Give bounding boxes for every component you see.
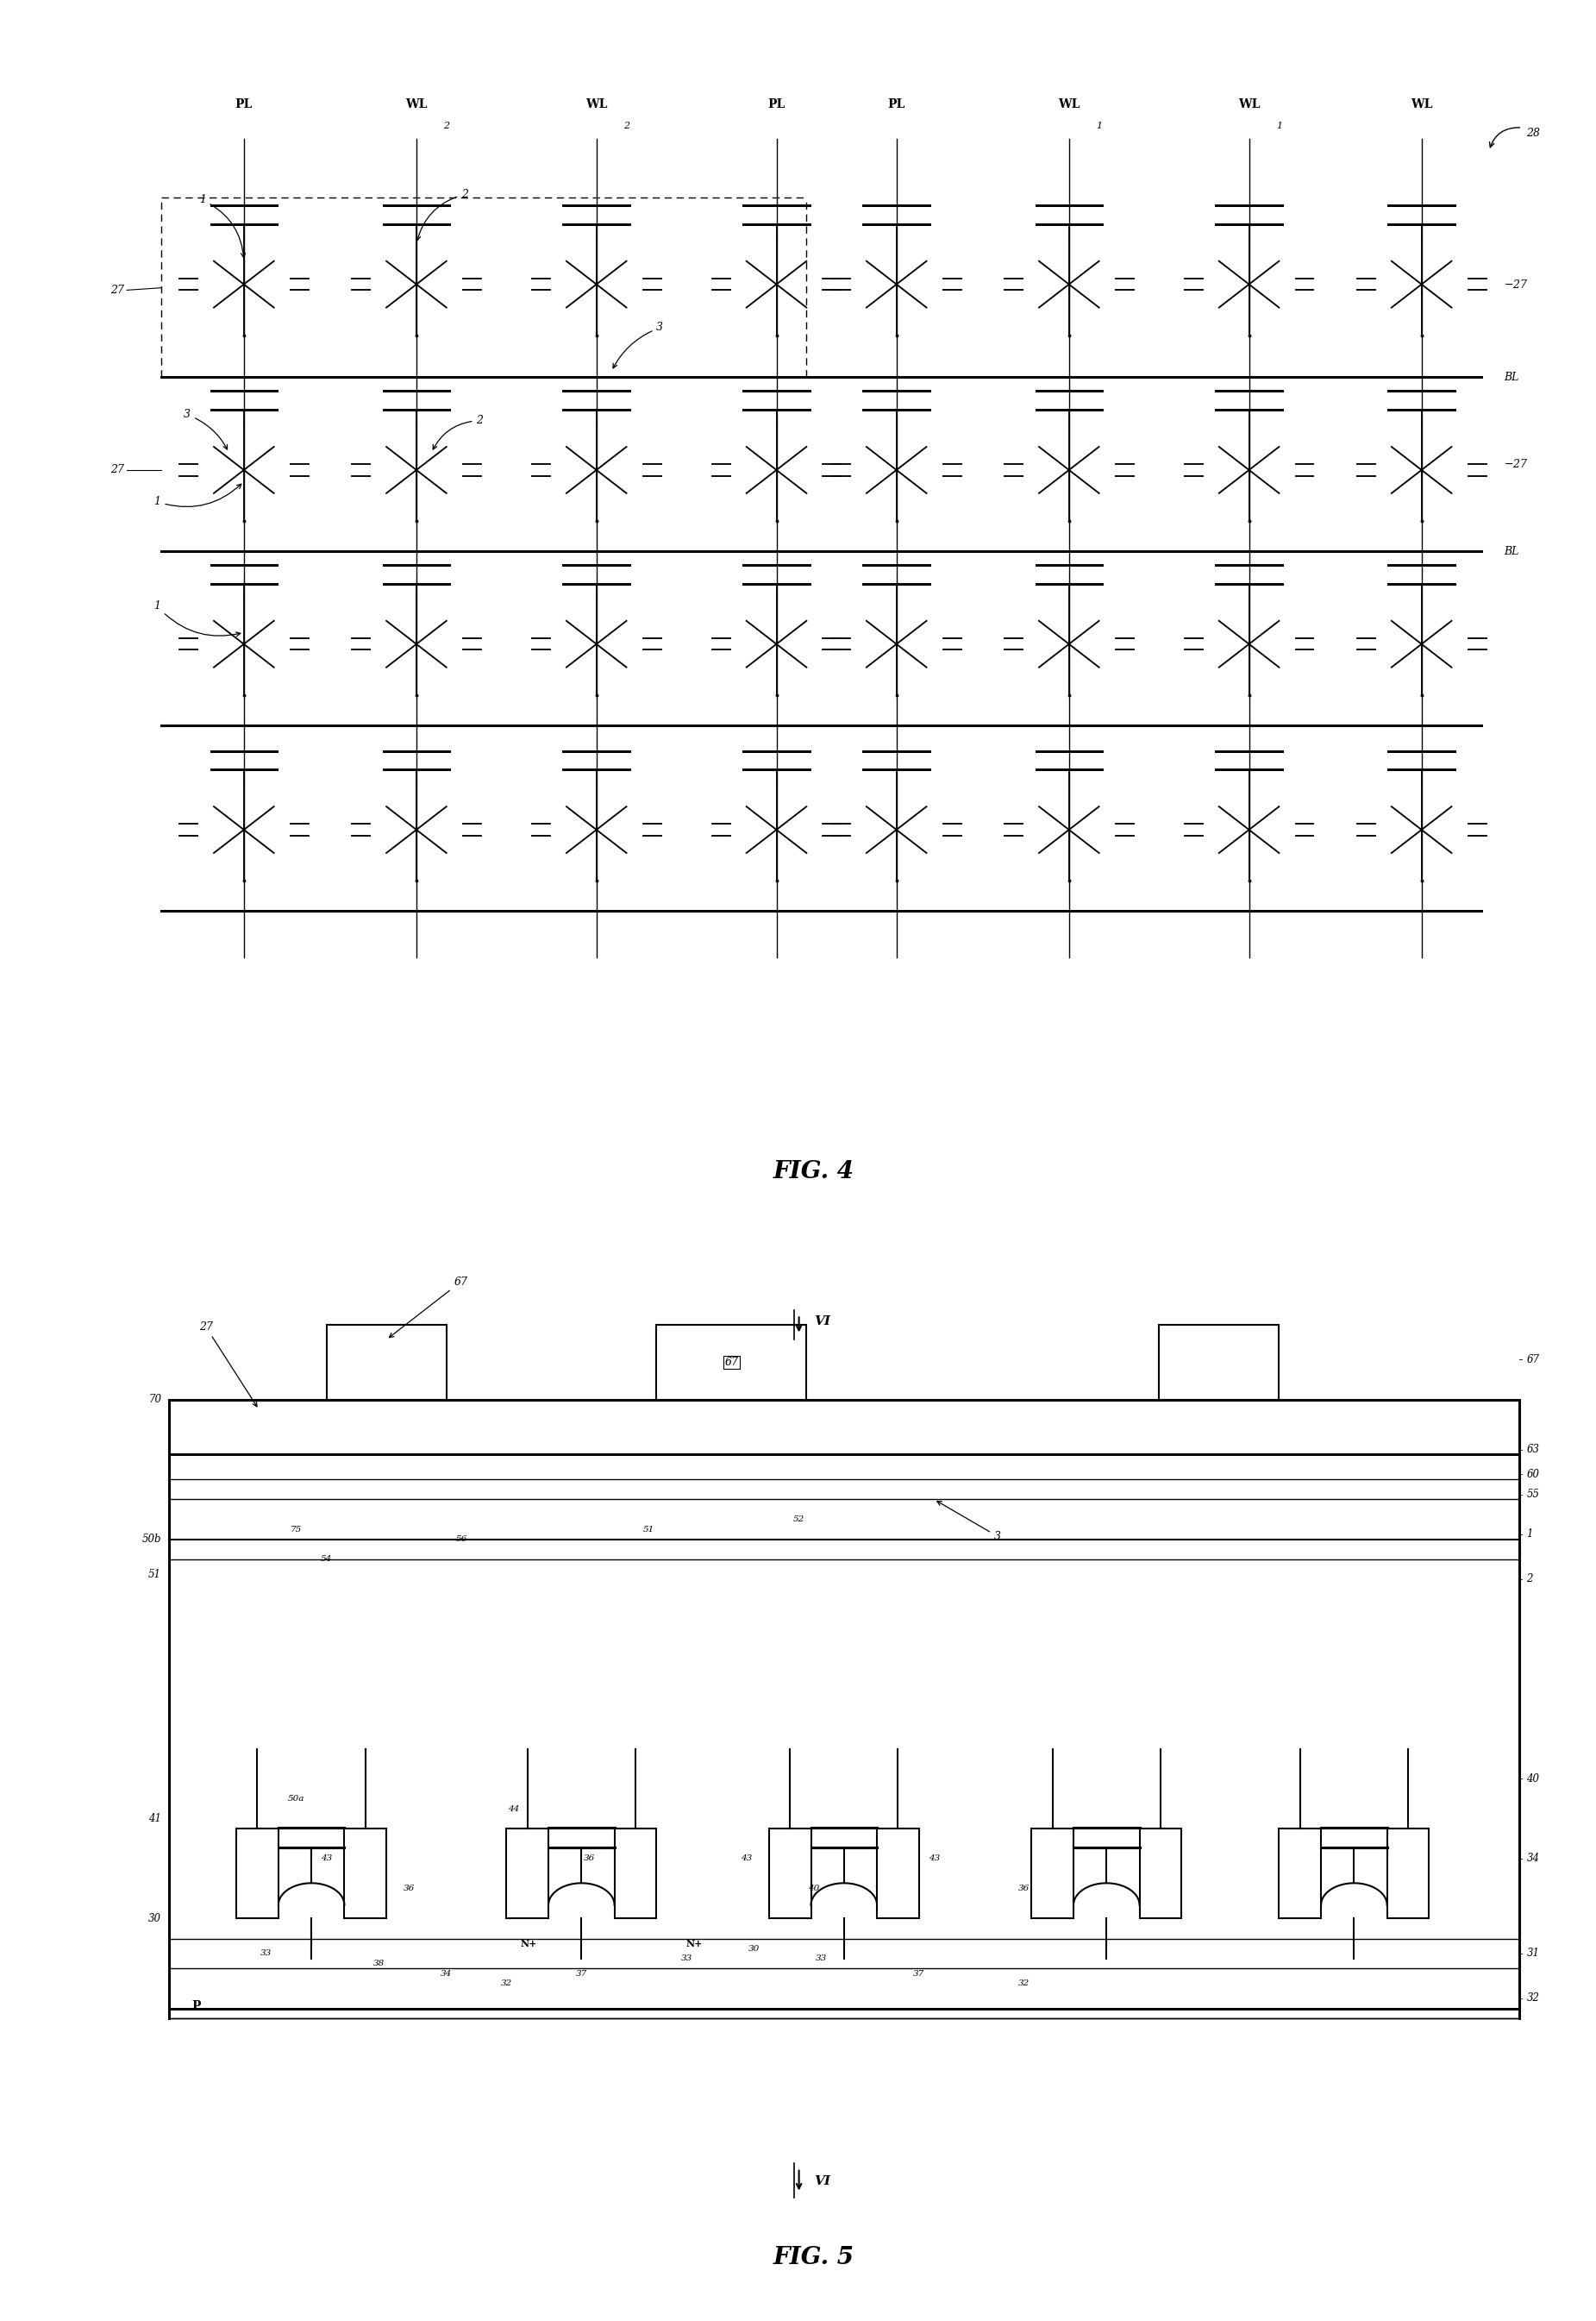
- Text: 2: 2: [444, 121, 450, 130]
- Text: 1: 1: [153, 601, 241, 636]
- Text: 3: 3: [937, 1502, 1001, 1541]
- Text: WL: WL: [1058, 97, 1080, 111]
- Text: 37: 37: [576, 1971, 587, 1977]
- Bar: [656, 1325, 806, 1400]
- Text: 60: 60: [1526, 1469, 1540, 1481]
- Text: 70: 70: [148, 1395, 161, 1404]
- Text: P: P: [192, 2001, 201, 2012]
- Text: 67: 67: [389, 1277, 468, 1337]
- Text: 27: 27: [110, 464, 124, 476]
- Text: 63: 63: [1526, 1444, 1540, 1455]
- Text: 1: 1: [1096, 121, 1103, 130]
- Text: 33: 33: [681, 1954, 693, 1961]
- Bar: [1387, 1829, 1428, 1919]
- Text: 2: 2: [433, 415, 484, 450]
- Text: 2: 2: [417, 188, 468, 239]
- Text: 36: 36: [1018, 1885, 1029, 1892]
- Bar: [1031, 1829, 1074, 1919]
- Text: 55: 55: [1526, 1488, 1540, 1499]
- Text: 2: 2: [1526, 1574, 1534, 1585]
- Text: WL: WL: [1411, 97, 1433, 111]
- Bar: [326, 1325, 447, 1400]
- Text: FIG. 4: FIG. 4: [774, 1160, 854, 1184]
- Text: BL: BL: [1503, 371, 1519, 383]
- Text: 30: 30: [749, 1945, 760, 1952]
- Text: 31: 31: [1526, 1947, 1540, 1959]
- Text: PL: PL: [887, 97, 905, 111]
- Text: 43: 43: [741, 1854, 752, 1861]
- Text: 50a: 50a: [287, 1794, 305, 1803]
- Text: 67: 67: [725, 1355, 739, 1367]
- Text: 34: 34: [440, 1971, 452, 1977]
- Text: WL: WL: [1238, 97, 1259, 111]
- Text: 1: 1: [1277, 121, 1282, 130]
- Bar: [1140, 1829, 1181, 1919]
- Text: 67: 67: [1526, 1353, 1540, 1365]
- Text: $-$27: $-$27: [1503, 279, 1529, 290]
- Text: 43: 43: [929, 1854, 940, 1861]
- Bar: [769, 1829, 811, 1919]
- Text: 44: 44: [508, 1806, 520, 1813]
- Text: 32: 32: [501, 1980, 512, 1987]
- Bar: [345, 1829, 386, 1919]
- Text: 40: 40: [808, 1885, 820, 1892]
- Text: N+: N+: [686, 1938, 702, 1947]
- Text: 51: 51: [643, 1525, 654, 1534]
- Text: 36: 36: [404, 1885, 415, 1892]
- Text: 27: 27: [200, 1321, 257, 1407]
- Text: WL: WL: [405, 97, 428, 111]
- Text: 37: 37: [913, 1971, 924, 1977]
- Text: FIG. 5: FIG. 5: [774, 2247, 854, 2270]
- Bar: [506, 1829, 549, 1919]
- Text: BL: BL: [1503, 545, 1519, 557]
- Text: 50b: 50b: [142, 1534, 161, 1546]
- Text: PL: PL: [235, 97, 252, 111]
- Text: VI: VI: [814, 2175, 830, 2186]
- Text: 3: 3: [184, 408, 227, 450]
- Text: PL: PL: [768, 97, 785, 111]
- Text: WL: WL: [586, 97, 608, 111]
- Text: 28: 28: [1526, 128, 1540, 139]
- Text: VI: VI: [814, 1316, 830, 1328]
- Text: 52: 52: [793, 1516, 804, 1523]
- Text: 40: 40: [1526, 1773, 1540, 1785]
- Bar: [876, 1829, 919, 1919]
- Text: 32: 32: [1526, 1994, 1540, 2003]
- Text: 36: 36: [583, 1854, 595, 1861]
- Text: 1: 1: [153, 485, 241, 508]
- Bar: [614, 1829, 656, 1919]
- Bar: [1278, 1829, 1321, 1919]
- Text: 27: 27: [110, 285, 124, 295]
- Text: 43: 43: [321, 1854, 332, 1861]
- Text: 30: 30: [148, 1913, 161, 1924]
- Text: 75: 75: [290, 1525, 302, 1534]
- Text: 51: 51: [148, 1569, 161, 1581]
- Text: 54: 54: [321, 1555, 332, 1562]
- Text: N+: N+: [520, 1938, 538, 1947]
- Text: 32: 32: [1018, 1980, 1029, 1987]
- Text: 33: 33: [260, 1950, 271, 1957]
- Text: 1: 1: [200, 195, 246, 258]
- Text: 38: 38: [373, 1959, 385, 1968]
- Text: 3: 3: [613, 323, 664, 369]
- Bar: [236, 1829, 278, 1919]
- Text: 33: 33: [816, 1954, 827, 1961]
- Text: 56: 56: [456, 1537, 468, 1543]
- Text: 2: 2: [624, 121, 629, 130]
- Text: 1: 1: [1526, 1530, 1534, 1539]
- Text: $-$27: $-$27: [1503, 457, 1529, 471]
- Bar: [1159, 1325, 1278, 1400]
- Text: 34: 34: [1526, 1852, 1540, 1864]
- Text: 41: 41: [148, 1813, 161, 1824]
